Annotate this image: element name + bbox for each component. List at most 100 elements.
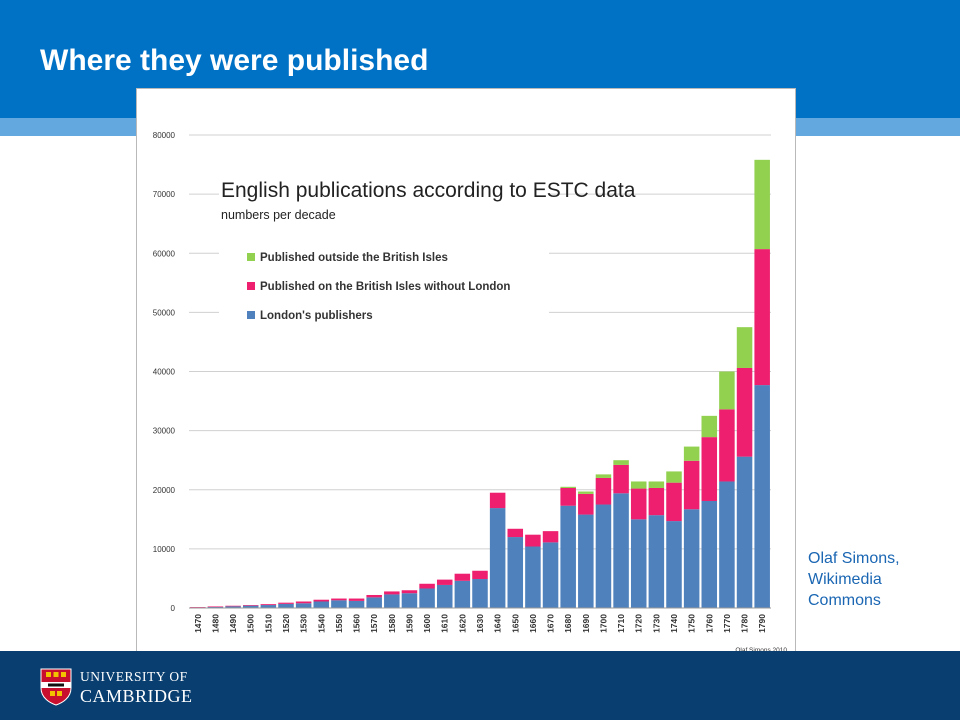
x-tick-label: 1550 bbox=[334, 614, 344, 633]
bar-london-1690 bbox=[578, 514, 594, 608]
bar-british-isles-1600 bbox=[419, 583, 435, 589]
bar-london-1680 bbox=[560, 505, 576, 608]
y-tick-label: 40000 bbox=[153, 368, 176, 377]
bar-outside-1770 bbox=[719, 371, 735, 410]
bar-british-isles-1740 bbox=[666, 482, 682, 522]
bar-london-1500 bbox=[242, 605, 259, 608]
y-tick-label: 10000 bbox=[153, 545, 176, 554]
bar-british-isles-1490 bbox=[225, 605, 241, 607]
x-tick-label: 1790 bbox=[757, 614, 767, 633]
chart-title: English publications according to ESTC d… bbox=[221, 179, 636, 202]
bar-british-isles-1550 bbox=[331, 598, 347, 601]
bar-london-1580 bbox=[384, 594, 400, 608]
bar-british-isles-1570 bbox=[366, 594, 382, 598]
bar-british-isles-1520 bbox=[278, 602, 294, 604]
legend-box bbox=[219, 183, 549, 317]
legend-swatch-london bbox=[247, 311, 255, 319]
bar-british-isles-1790 bbox=[754, 249, 770, 386]
bar-british-isles-1710 bbox=[613, 464, 629, 494]
bar-british-isles-1720 bbox=[630, 488, 647, 520]
bar-london-1660 bbox=[525, 546, 541, 608]
bar-british-isles-1480 bbox=[207, 606, 224, 608]
source-note: Olaf Simons 2010 bbox=[735, 647, 787, 654]
bar-british-isles-1640 bbox=[489, 492, 506, 509]
logo-wordmark: UNIVERSITY OF CAMBRIDGE bbox=[80, 668, 193, 706]
x-tick-label: 1780 bbox=[740, 614, 750, 633]
x-tick-label: 1660 bbox=[528, 614, 538, 633]
y-tick-label: 50000 bbox=[153, 308, 176, 317]
bar-british-isles-1690 bbox=[578, 493, 594, 515]
bar-british-isles-1660 bbox=[525, 534, 541, 547]
bar-british-isles-1750 bbox=[683, 460, 700, 510]
bar-british-isles-1730 bbox=[648, 487, 665, 516]
x-tick-label: 1480 bbox=[210, 614, 220, 633]
bar-london-1650 bbox=[507, 537, 524, 608]
bar-british-isles-1540 bbox=[313, 599, 330, 602]
bar-london-1740 bbox=[666, 521, 682, 608]
bar-british-isles-1770 bbox=[719, 409, 735, 482]
y-tick-label: 70000 bbox=[153, 190, 176, 199]
bar-british-isles-1760 bbox=[701, 437, 718, 501]
bar-london-1600 bbox=[419, 588, 435, 608]
legend-label-outside: Published outside the British Isles bbox=[260, 252, 448, 264]
bar-london-1750 bbox=[683, 509, 700, 608]
bar-london-1550 bbox=[331, 600, 347, 608]
bar-london-1530 bbox=[295, 603, 312, 608]
x-tick-label: 1570 bbox=[369, 614, 379, 633]
bar-outside-1680 bbox=[560, 486, 576, 488]
legend-swatch-outside bbox=[247, 253, 255, 261]
bar-british-isles-1620 bbox=[454, 573, 471, 581]
x-tick-label: 1770 bbox=[722, 614, 732, 633]
bar-london-1540 bbox=[313, 601, 330, 608]
x-tick-label: 1470 bbox=[193, 614, 203, 633]
x-tick-label: 1630 bbox=[475, 614, 485, 633]
bar-outside-1750 bbox=[683, 446, 700, 461]
x-tick-label: 1760 bbox=[704, 614, 714, 633]
credit-line-source: Wikimedia bbox=[808, 571, 882, 588]
chart-image: 0 10000 20000 30000 40000 50000 60000 70000 8000… bbox=[136, 88, 796, 660]
x-tick-label: 1670 bbox=[546, 614, 556, 633]
bar-outside-1730 bbox=[648, 481, 665, 488]
bar-london-1730 bbox=[648, 515, 665, 608]
bar-london-1770 bbox=[719, 481, 735, 608]
x-tick-label: 1600 bbox=[422, 614, 432, 633]
y-tick-label: 30000 bbox=[153, 427, 176, 436]
x-tick-label: 1750 bbox=[687, 614, 697, 633]
bar-british-isles-1630 bbox=[472, 570, 488, 580]
x-tick-label: 1650 bbox=[510, 614, 520, 633]
x-tick-label: 1730 bbox=[651, 614, 661, 633]
x-tick-label: 1540 bbox=[316, 614, 326, 633]
logo-line-1: UNIVERSITY OF bbox=[80, 669, 188, 684]
y-tick-label: 80000 bbox=[153, 131, 176, 140]
x-tick-label: 1520 bbox=[281, 614, 291, 633]
bar-london-1520 bbox=[278, 603, 294, 608]
credit-line-source-2: Commons bbox=[808, 592, 881, 609]
legend-label-british-isles: Published on the British Isles without L… bbox=[260, 281, 510, 293]
x-tick-label: 1740 bbox=[669, 614, 679, 633]
footer-band bbox=[0, 651, 960, 720]
credit-line-author: Olaf Simons, bbox=[808, 550, 900, 567]
logo-line-2: CAMBRIDGE bbox=[80, 686, 193, 706]
slide-title: Where they were published bbox=[40, 44, 429, 77]
bar-london-1570 bbox=[366, 597, 382, 608]
x-tick-label: 1700 bbox=[598, 614, 608, 633]
y-tick-label: 60000 bbox=[153, 249, 176, 258]
bar-london-1760 bbox=[701, 500, 718, 608]
x-tick-label: 1680 bbox=[563, 614, 573, 633]
bar-outside-1710 bbox=[613, 460, 629, 465]
bar-london-1510 bbox=[260, 605, 277, 608]
x-tick-label: 1530 bbox=[299, 614, 309, 633]
legend-label-london: London's publishers bbox=[260, 310, 373, 322]
bar-london-1490 bbox=[225, 606, 241, 608]
chart-subtitle: numbers per decade bbox=[221, 208, 336, 222]
bar-outside-1780 bbox=[736, 327, 753, 368]
bar-british-isles-1680 bbox=[560, 487, 576, 506]
bar-outside-1690 bbox=[578, 491, 594, 494]
bar-london-1710 bbox=[613, 493, 629, 608]
x-tick-label: 1710 bbox=[616, 614, 626, 633]
x-tick-label: 1560 bbox=[352, 614, 362, 633]
bar-british-isles-1650 bbox=[507, 528, 524, 538]
bar-british-isles-1470 bbox=[190, 607, 206, 608]
bar-london-1620 bbox=[454, 580, 471, 608]
bar-outside-1700 bbox=[595, 474, 612, 478]
